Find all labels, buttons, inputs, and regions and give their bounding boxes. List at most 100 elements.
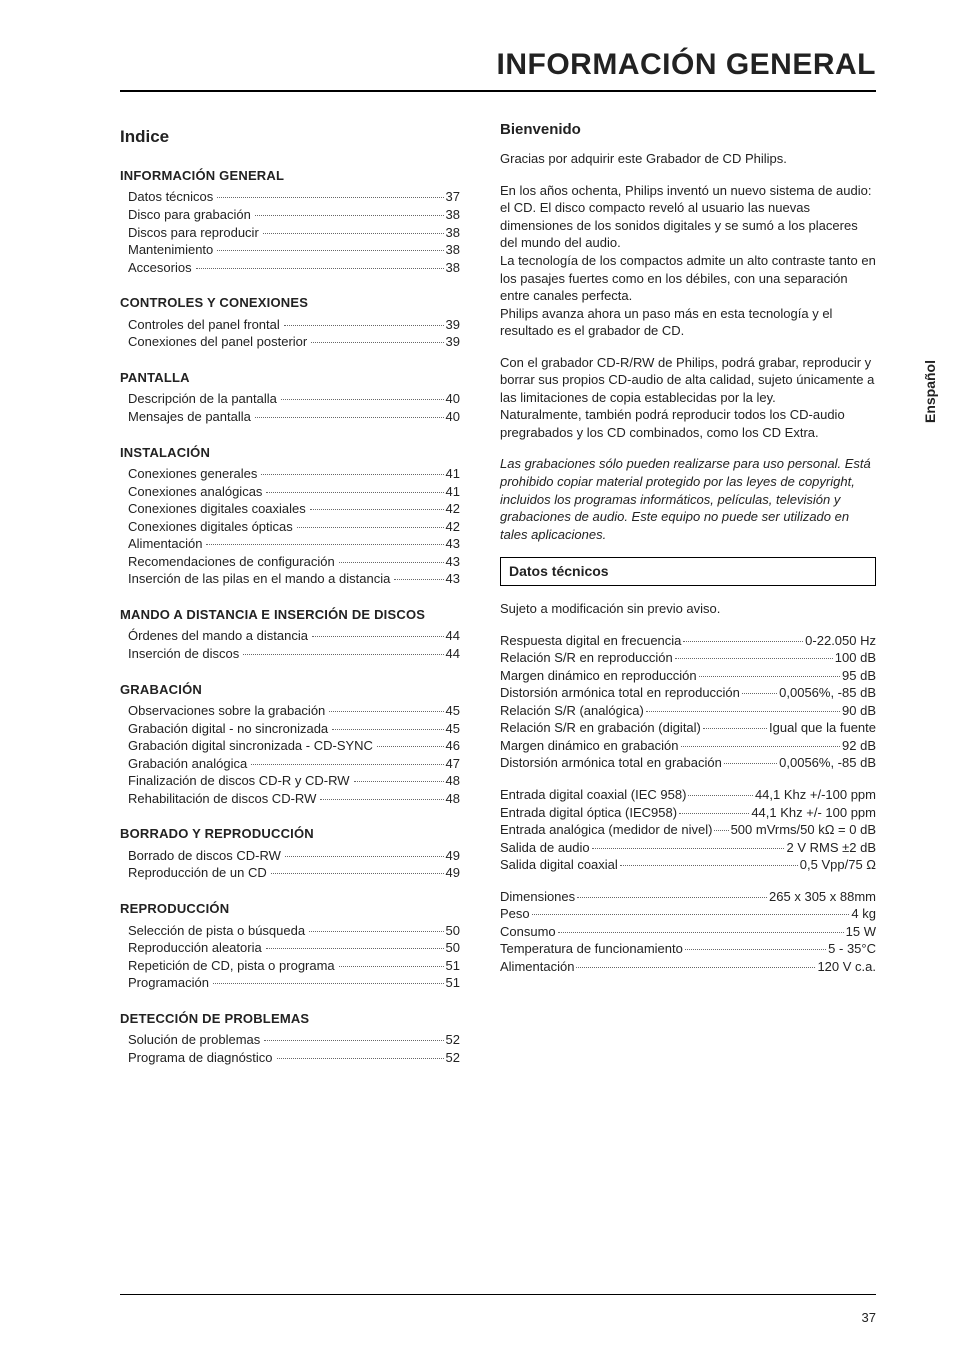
toc-row: Grabación digital sincronizada - CD-SYNC… [128, 737, 460, 755]
toc-page: 45 [446, 720, 460, 738]
page-number: 37 [862, 1310, 876, 1325]
toc-page: 52 [446, 1031, 460, 1049]
toc-page: 38 [446, 206, 460, 224]
spec-value: 0,5 Vpp/75 Ω [800, 856, 876, 874]
toc-page: 40 [446, 390, 460, 408]
toc-leader-dots [217, 250, 443, 251]
toc-row: Recomendaciones de configuración 43 [128, 553, 460, 571]
toc-label: Programación [128, 974, 211, 992]
toc-page: 48 [446, 772, 460, 790]
toc-leader-dots [332, 729, 443, 730]
toc-row: Inserción de discos 44 [128, 645, 460, 663]
spec-block: Entrada digital coaxial (IEC 958) 44,1 K… [500, 786, 876, 874]
toc-page: 44 [446, 627, 460, 645]
welcome-p4: Philips avanza ahora un paso más en esta… [500, 305, 876, 340]
toc-leader-dots [271, 873, 444, 874]
spec-value: Igual que la fuente [769, 719, 876, 737]
toc-label: Reproducción de un CD [128, 864, 269, 882]
toc-row: Órdenes del mando a distancia 44 [128, 627, 460, 645]
spec-leader-dots [685, 949, 826, 950]
spec-leader-dots [688, 795, 753, 796]
spec-leader-dots [699, 676, 840, 677]
toc-row: Grabación analógica 47 [128, 755, 460, 773]
toc-label: Mantenimiento [128, 241, 215, 259]
toc-leader-dots [312, 636, 444, 637]
spec-label: Margen dinámico en reproducción [500, 667, 697, 685]
toc-label: Borrado de discos CD-RW [128, 847, 283, 865]
toc-row: Conexiones generales 41 [128, 465, 460, 483]
content-columns: Indice INFORMACIÓN GENERALDatos técnicos… [120, 120, 876, 1066]
toc-page: 49 [446, 847, 460, 865]
toc-leader-dots [354, 781, 444, 782]
toc-page: 51 [446, 957, 460, 975]
spec-leader-dots [742, 693, 777, 694]
toc-row: Disco para grabación 38 [128, 206, 460, 224]
toc-section-heading: INSTALACIÓN [120, 444, 460, 462]
toc-page: 41 [446, 465, 460, 483]
toc-page: 47 [446, 755, 460, 773]
spec-row: Margen dinámico en reproducción 95 dB [500, 667, 876, 685]
spec-row: Peso 4 kg [500, 905, 876, 923]
toc-row: Mensajes de pantalla 40 [128, 408, 460, 426]
toc-label: Selección de pista o búsqueda [128, 922, 307, 940]
toc: INFORMACIÓN GENERALDatos técnicos 37Disc… [120, 167, 460, 1066]
toc-leader-dots [264, 1040, 443, 1041]
spec-leader-dots [679, 813, 749, 814]
toc-row: Repetición de CD, pista o programa 51 [128, 957, 460, 975]
toc-leader-dots [263, 233, 444, 234]
toc-label: Conexiones del panel posterior [128, 333, 309, 351]
spec-label: Consumo [500, 923, 556, 941]
toc-leader-dots [394, 579, 443, 580]
toc-leader-dots [255, 215, 444, 216]
spec-value: 0-22.050 Hz [805, 632, 876, 650]
toc-label: Alimentación [128, 535, 204, 553]
toc-label: Inserción de las pilas en el mando a dis… [128, 570, 392, 588]
toc-leader-dots [339, 966, 444, 967]
welcome-p2: En los años ochenta, Philips inventó un … [500, 182, 876, 252]
spec-block: Respuesta digital en frecuencia 0-22.050… [500, 632, 876, 772]
spec-row: Entrada analógica (medidor de nivel) 500… [500, 821, 876, 839]
index-column: Indice INFORMACIÓN GENERALDatos técnicos… [120, 120, 460, 1066]
toc-label: Datos técnicos [128, 188, 215, 206]
spec-row: Alimentación 120 V c.a. [500, 958, 876, 976]
spec-label: Entrada digital coaxial (IEC 958) [500, 786, 686, 804]
toc-row: Inserción de las pilas en el mando a dis… [128, 570, 460, 588]
spec-leader-dots [532, 914, 850, 915]
spec-leader-dots [681, 746, 841, 747]
toc-page: 38 [446, 241, 460, 259]
spec-leader-dots [576, 967, 815, 968]
spec-leader-dots [714, 830, 728, 831]
spec-row: Relación S/R en grabación (digital) Igua… [500, 719, 876, 737]
spec-value: 92 dB [842, 737, 876, 755]
toc-page: 42 [446, 518, 460, 536]
toc-leader-dots [196, 268, 444, 269]
toc-label: Accesorios [128, 259, 194, 277]
toc-row: Descripción de la pantalla 40 [128, 390, 460, 408]
toc-row: Mantenimiento 38 [128, 241, 460, 259]
toc-label: Inserción de discos [128, 645, 241, 663]
welcome-p6: Naturalmente, también podrá reproducir t… [500, 406, 876, 441]
toc-leader-dots [377, 746, 444, 747]
spec-leader-dots [592, 848, 785, 849]
toc-leader-dots [297, 527, 444, 528]
toc-label: Conexiones analógicas [128, 483, 264, 501]
spec-row: Entrada digital coaxial (IEC 958) 44,1 K… [500, 786, 876, 804]
toc-leader-dots [284, 325, 444, 326]
language-tab: Enspañol [922, 360, 938, 423]
toc-row: Observaciones sobre la grabación 45 [128, 702, 460, 720]
toc-label: Conexiones generales [128, 465, 259, 483]
toc-page: 40 [446, 408, 460, 426]
toc-section-heading: CONTROLES Y CONEXIONES [120, 294, 460, 312]
toc-label: Descripción de la pantalla [128, 390, 279, 408]
toc-row: Reproducción aleatoria 50 [128, 939, 460, 957]
toc-section-heading: REPRODUCCIÓN [120, 900, 460, 918]
spec-value: 95 dB [842, 667, 876, 685]
toc-row: Alimentación 43 [128, 535, 460, 553]
toc-page: 37 [446, 188, 460, 206]
spec-row: Entrada digital óptica (IEC958) 44,1 Khz… [500, 804, 876, 822]
spec-row: Salida digital coaxial 0,5 Vpp/75 Ω [500, 856, 876, 874]
toc-label: Mensajes de pantalla [128, 408, 253, 426]
spec-label: Temperatura de funcionamiento [500, 940, 683, 958]
toc-leader-dots [243, 654, 443, 655]
toc-label: Órdenes del mando a distancia [128, 627, 310, 645]
